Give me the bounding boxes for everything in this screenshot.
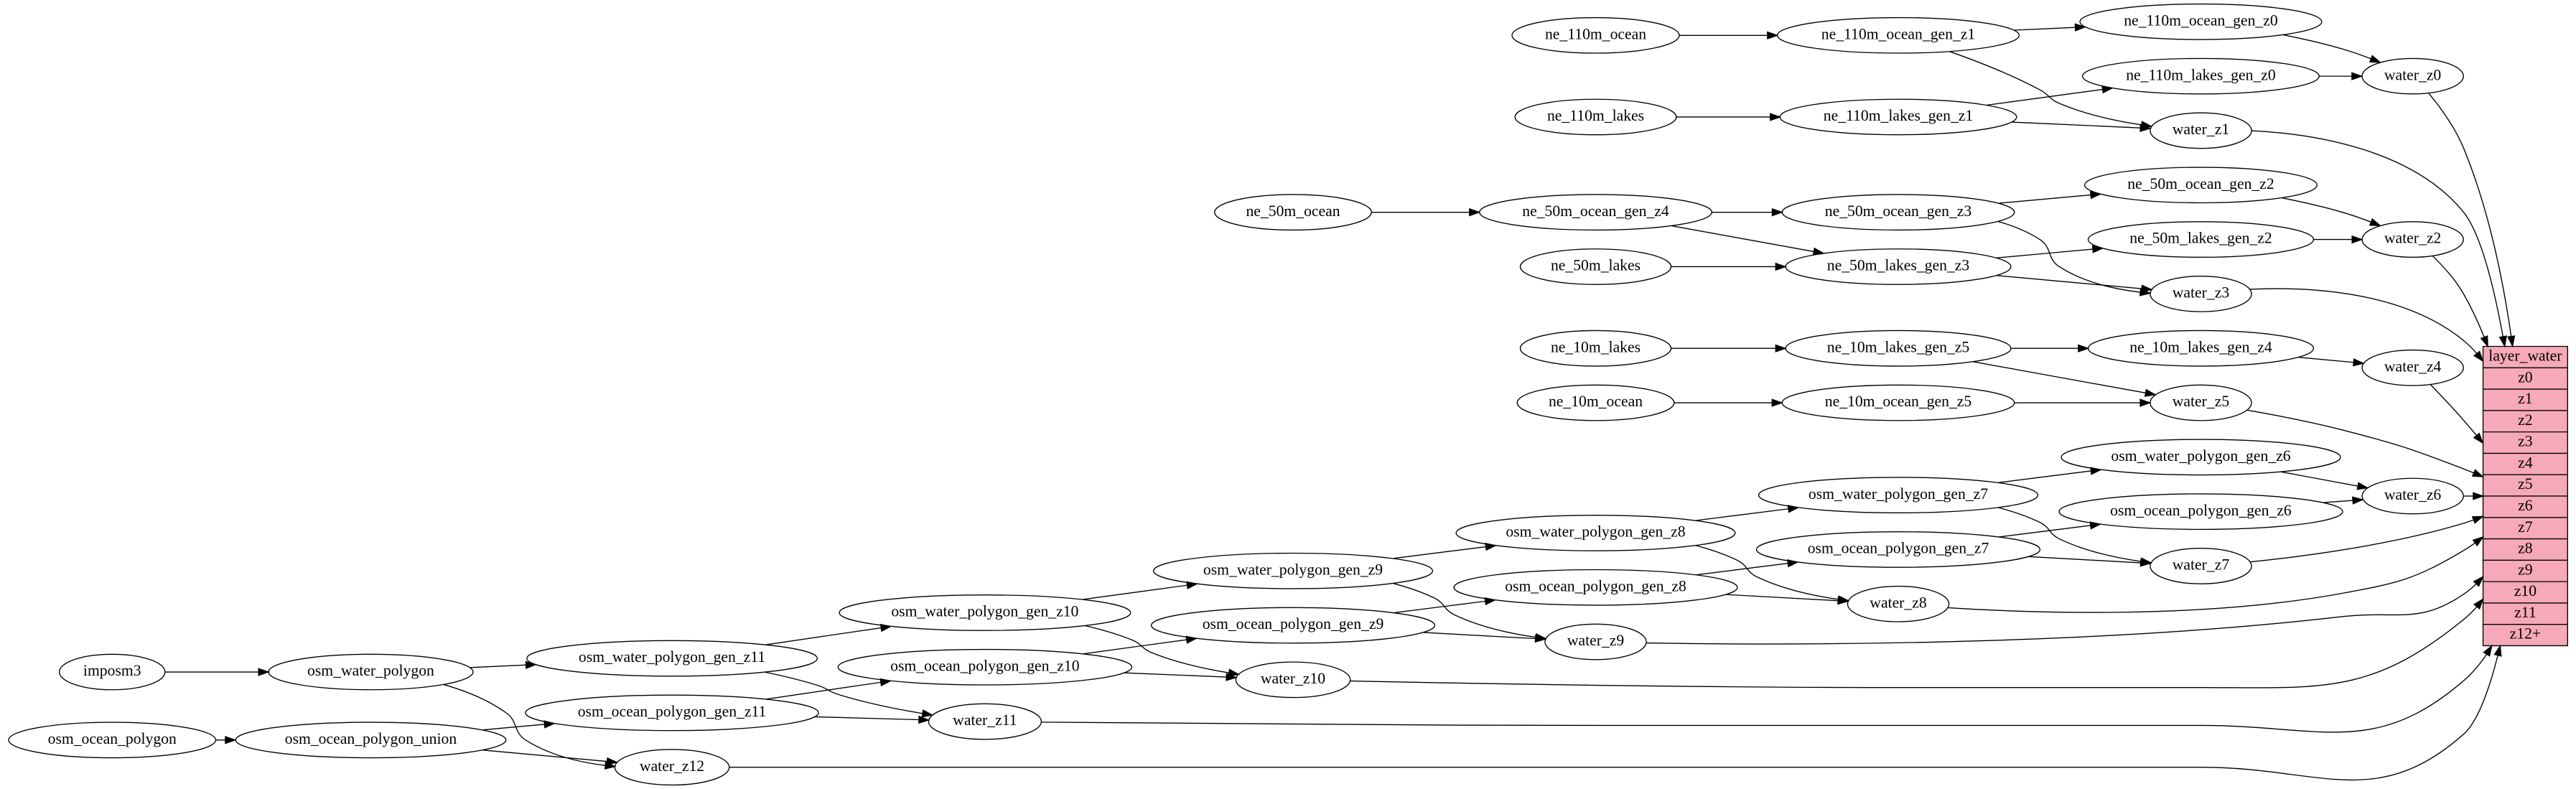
svg-text:osm_ocean_polygon_gen_z6: osm_ocean_polygon_gen_z6: [2110, 502, 2292, 519]
svg-text:osm_ocean_polygon_gen_z9: osm_ocean_polygon_gen_z9: [1203, 615, 1384, 632]
svg-text:ne_50m_lakes: ne_50m_lakes: [1551, 257, 1641, 274]
svg-text:imposm3: imposm3: [83, 662, 141, 679]
svg-text:osm_ocean_polygon_union: osm_ocean_polygon_union: [285, 730, 457, 747]
svg-text:ne_110m_ocean_gen_z1: ne_110m_ocean_gen_z1: [1821, 25, 1975, 42]
svg-text:water_z12: water_z12: [640, 757, 704, 775]
svg-text:ne_50m_ocean_gen_z2: ne_50m_ocean_gen_z2: [2127, 175, 2274, 192]
svg-text:ne_10m_ocean_gen_z5: ne_10m_ocean_gen_z5: [1825, 393, 1971, 410]
svg-text:z12+: z12+: [2510, 625, 2541, 643]
svg-text:z1: z1: [2518, 390, 2532, 407]
svg-text:water_z2: water_z2: [2384, 230, 2441, 247]
svg-text:ne_50m_ocean_gen_z3: ne_50m_ocean_gen_z3: [1825, 202, 1971, 220]
svg-text:osm_water_polygon_gen_z7: osm_water_polygon_gen_z7: [1809, 485, 1988, 503]
svg-text:ne_110m_lakes: ne_110m_lakes: [1547, 107, 1644, 124]
svg-text:water_z1: water_z1: [2173, 121, 2229, 138]
svg-text:ne_50m_lakes_gen_z2: ne_50m_lakes_gen_z2: [2129, 230, 2272, 247]
svg-text:osm_water_polygon_gen_z11: osm_water_polygon_gen_z11: [579, 648, 765, 666]
svg-text:ne_10m_lakes_gen_z4: ne_10m_lakes_gen_z4: [2129, 338, 2272, 355]
svg-text:z4: z4: [2518, 454, 2533, 471]
svg-text:z3: z3: [2518, 433, 2532, 450]
svg-text:water_z9: water_z9: [1567, 632, 1624, 649]
svg-text:ne_110m_lakes_gen_z1: ne_110m_lakes_gen_z1: [1824, 107, 1973, 124]
svg-text:ne_10m_lakes_gen_z5: ne_10m_lakes_gen_z5: [1827, 338, 1969, 355]
svg-text:ne_10m_ocean: ne_10m_ocean: [1549, 393, 1643, 410]
svg-text:osm_water_polygon_gen_z9: osm_water_polygon_gen_z9: [1203, 561, 1383, 578]
svg-text:osm_ocean_polygon_gen_z8: osm_ocean_polygon_gen_z8: [1505, 577, 1686, 594]
svg-text:z6: z6: [2518, 497, 2533, 514]
svg-text:water_z4: water_z4: [2384, 358, 2442, 375]
svg-text:water_z7: water_z7: [2173, 556, 2230, 574]
svg-text:water_z10: water_z10: [1261, 670, 1325, 687]
svg-text:z5: z5: [2518, 475, 2532, 492]
svg-text:osm_ocean_polygon_gen_z7: osm_ocean_polygon_gen_z7: [1808, 540, 1989, 557]
svg-text:ne_110m_ocean: ne_110m_ocean: [1545, 25, 1646, 42]
svg-text:ne_110m_lakes_gen_z0: ne_110m_lakes_gen_z0: [2126, 66, 2275, 83]
svg-text:ne_10m_lakes: ne_10m_lakes: [1551, 338, 1641, 355]
svg-text:water_z3: water_z3: [2173, 284, 2229, 302]
svg-text:ne_110m_ocean_gen_z0: ne_110m_ocean_gen_z0: [2124, 11, 2277, 29]
svg-text:ne_50m_ocean: ne_50m_ocean: [1246, 202, 1340, 220]
svg-text:z8: z8: [2518, 540, 2532, 557]
svg-text:z2: z2: [2518, 411, 2532, 429]
svg-text:layer_water: layer_water: [2488, 347, 2562, 365]
svg-text:osm_water_polygon_gen_z10: osm_water_polygon_gen_z10: [891, 603, 1078, 620]
svg-text:ne_50m_ocean_gen_z4: ne_50m_ocean_gen_z4: [1522, 202, 1669, 220]
svg-text:osm_water_polygon_gen_z8: osm_water_polygon_gen_z8: [1506, 523, 1685, 541]
svg-text:ne_50m_lakes_gen_z3: ne_50m_lakes_gen_z3: [1827, 257, 1969, 274]
svg-text:z7: z7: [2518, 518, 2533, 536]
svg-text:osm_ocean_polygon: osm_ocean_polygon: [48, 730, 177, 747]
svg-text:water_z6: water_z6: [2384, 486, 2442, 503]
svg-text:osm_water_polygon_gen_z6: osm_water_polygon_gen_z6: [2111, 447, 2290, 464]
svg-text:osm_ocean_polygon_gen_z11: osm_ocean_polygon_gen_z11: [578, 703, 767, 720]
svg-text:z10: z10: [2514, 582, 2537, 599]
svg-text:osm_water_polygon: osm_water_polygon: [307, 662, 434, 679]
svg-text:osm_ocean_polygon_gen_z10: osm_ocean_polygon_gen_z10: [890, 657, 1079, 674]
svg-text:water_z5: water_z5: [2173, 393, 2229, 410]
svg-text:z0: z0: [2518, 368, 2532, 386]
svg-text:water_z0: water_z0: [2384, 66, 2441, 83]
svg-text:z11: z11: [2514, 604, 2536, 621]
svg-text:water_z11: water_z11: [953, 711, 1017, 729]
svg-text:water_z8: water_z8: [1870, 594, 1926, 611]
svg-text:z9: z9: [2518, 561, 2532, 578]
